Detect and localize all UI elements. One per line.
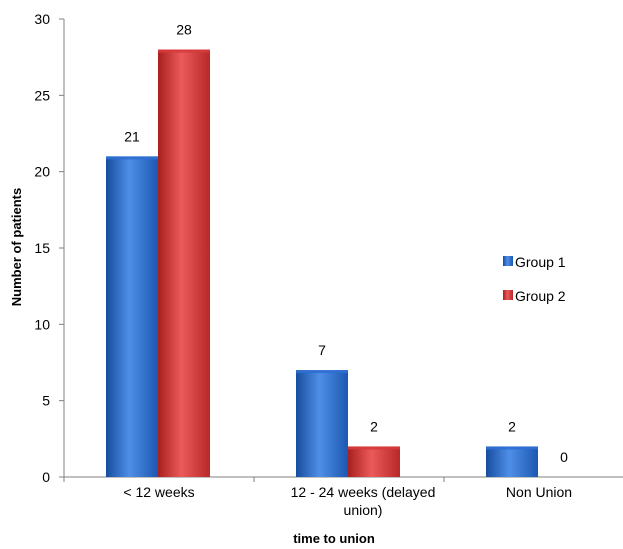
y-tick-label: 0 — [42, 469, 50, 485]
legend-label: Group 1 — [515, 254, 566, 270]
y-tick-label: 25 — [34, 87, 50, 103]
data-label: 0 — [560, 449, 568, 465]
bar-cap — [348, 446, 400, 450]
x-tick-label: 12 - 24 weeks (delayed union) — [291, 484, 436, 518]
bar — [348, 446, 400, 477]
bar — [158, 49, 210, 478]
data-label: 2 — [508, 418, 516, 434]
legend-swatch — [503, 256, 513, 266]
x-ticks: < 12 weeks 12 - 24 weeks (delayed union) No… — [63, 477, 572, 518]
bar — [106, 156, 158, 477]
x-tick-label: Non Union — [506, 484, 572, 500]
legend-swatch — [503, 290, 513, 300]
data-label: 21 — [124, 128, 140, 144]
x-tick-label: < 12 weeks — [123, 484, 194, 500]
data-label: 28 — [176, 22, 192, 38]
bar-cap — [158, 49, 210, 53]
y-axis-title: Number of patients — [9, 188, 24, 306]
bar-cap — [106, 156, 158, 160]
y-ticks: 0 5 10 15 20 25 30 — [34, 11, 64, 485]
legend-label: Group 2 — [515, 288, 566, 304]
bar-cap — [296, 370, 348, 374]
bar — [486, 446, 538, 477]
data-label: 7 — [318, 342, 326, 358]
bar-cap — [486, 446, 538, 450]
y-tick-label: 10 — [34, 316, 50, 332]
y-tick-label: 20 — [34, 164, 50, 180]
data-label: 2 — [370, 418, 378, 434]
y-tick-label: 15 — [34, 240, 50, 256]
bar — [296, 370, 348, 477]
y-tick-label: 5 — [42, 393, 50, 409]
x-axis-title: time to union — [293, 531, 375, 546]
y-tick-label: 30 — [34, 11, 50, 27]
bars: 21 7 2 28 2 0 — [106, 22, 568, 478]
legend: Group 1 Group 2 — [503, 254, 566, 304]
